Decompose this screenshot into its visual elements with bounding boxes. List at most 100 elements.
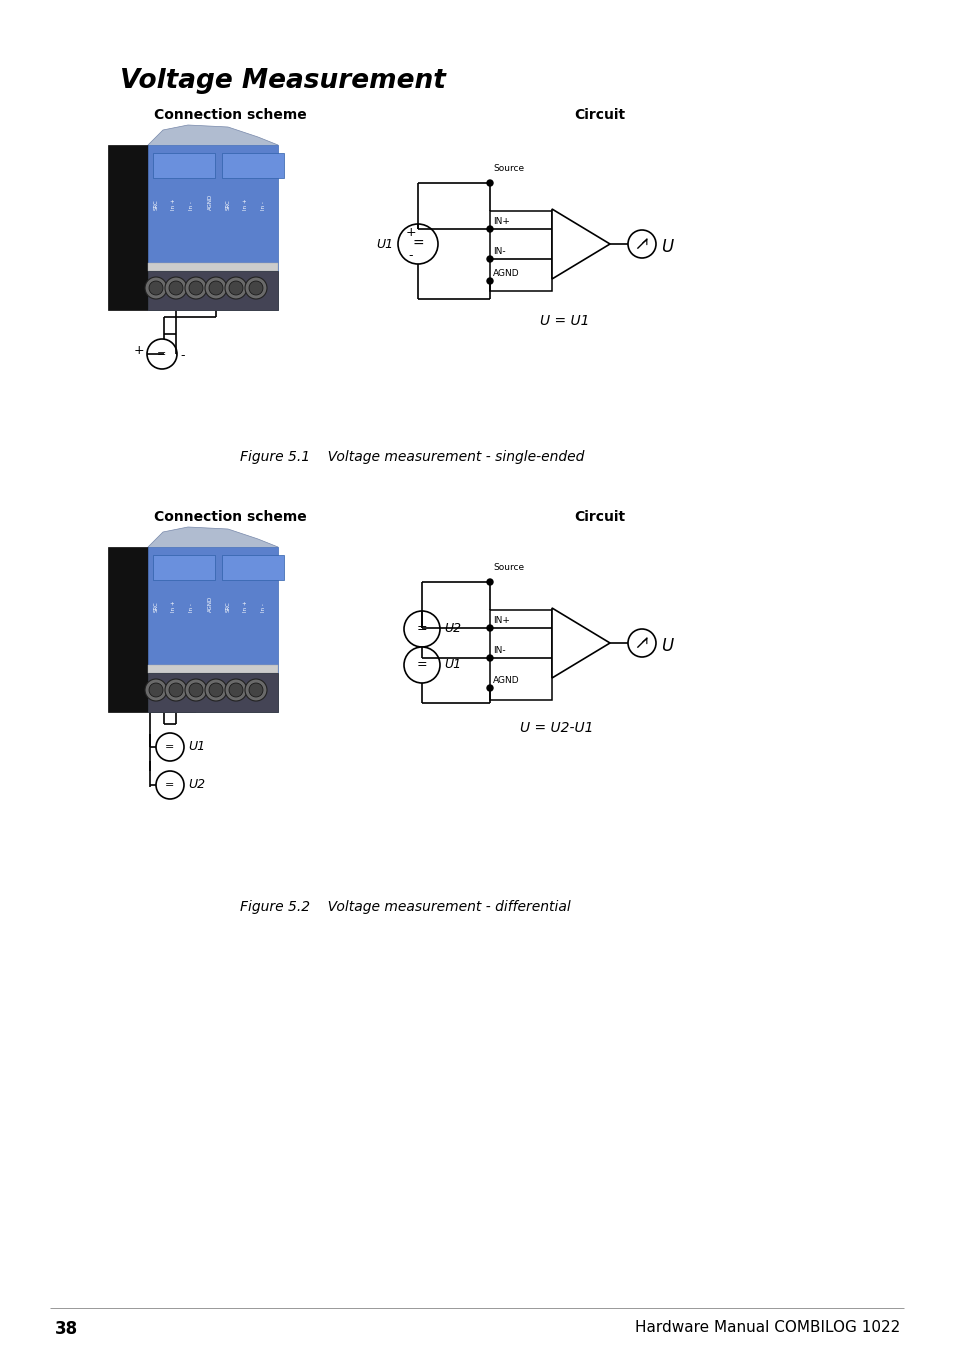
Polygon shape [148, 527, 277, 712]
Circle shape [225, 277, 247, 299]
Text: U1: U1 [375, 238, 393, 250]
Polygon shape [148, 126, 277, 309]
Circle shape [169, 281, 183, 295]
Polygon shape [552, 209, 609, 280]
Text: In +: In + [243, 199, 248, 209]
Text: Source: Source [493, 563, 523, 571]
Circle shape [245, 277, 267, 299]
Text: =: = [165, 780, 174, 790]
Text: IN-: IN- [493, 646, 505, 655]
Text: Connection scheme: Connection scheme [153, 108, 306, 122]
Circle shape [229, 281, 243, 295]
Circle shape [169, 684, 183, 697]
Text: U = U2-U1: U = U2-U1 [519, 721, 593, 735]
Text: Source: Source [493, 163, 523, 173]
Text: AGND: AGND [493, 676, 519, 685]
Text: =: = [416, 658, 427, 671]
Text: AIN 2: AIN 2 [239, 154, 266, 163]
Circle shape [205, 680, 227, 701]
Text: Connection scheme: Connection scheme [153, 509, 306, 524]
Circle shape [486, 626, 493, 631]
Text: U2: U2 [188, 778, 205, 792]
Circle shape [486, 226, 493, 232]
Bar [148, 547, 277, 712]
Text: SRC: SRC [225, 601, 231, 612]
Text: In -: In - [190, 603, 194, 612]
Circle shape [249, 281, 263, 295]
Circle shape [229, 684, 243, 697]
Circle shape [486, 278, 493, 284]
Text: Hardware Manual COMBILOG 1022: Hardware Manual COMBILOG 1022 [634, 1320, 899, 1335]
Polygon shape [552, 608, 609, 678]
Text: IN-: IN- [493, 247, 505, 255]
Circle shape [185, 277, 207, 299]
Circle shape [397, 224, 437, 263]
Bar [222, 555, 284, 580]
Text: U: U [660, 238, 673, 255]
Text: =: = [157, 349, 167, 359]
Circle shape [486, 180, 493, 186]
Text: U1: U1 [188, 740, 205, 754]
Text: In +: In + [172, 600, 176, 612]
Text: U1: U1 [443, 658, 460, 671]
Circle shape [245, 680, 267, 701]
Text: Voltage Measurement: Voltage Measurement [120, 68, 445, 95]
Text: SRC: SRC [225, 199, 231, 209]
Circle shape [225, 680, 247, 701]
Bar [148, 263, 277, 272]
Text: +: + [133, 343, 144, 357]
Text: AIN 1: AIN 1 [171, 557, 197, 566]
Text: =: = [412, 236, 423, 251]
Text: AIN 2: AIN 2 [239, 557, 266, 566]
Text: IN+: IN+ [493, 218, 509, 226]
Text: Figure 5.1    Voltage measurement - single-ended: Figure 5.1 Voltage measurement - single-… [240, 450, 584, 463]
Text: AGND: AGND [208, 193, 213, 209]
Text: SRC: SRC [153, 199, 158, 209]
Circle shape [145, 680, 167, 701]
Text: U = U1: U = U1 [539, 313, 589, 328]
Circle shape [403, 647, 439, 684]
Bar [152, 153, 214, 178]
Circle shape [165, 277, 187, 299]
Circle shape [156, 734, 184, 761]
Circle shape [149, 281, 163, 295]
Bar [490, 211, 552, 290]
Text: Circuit: Circuit [574, 509, 625, 524]
Circle shape [149, 684, 163, 697]
Bar [490, 611, 552, 700]
Text: =: = [165, 742, 174, 753]
Circle shape [486, 655, 493, 661]
Text: -: - [180, 350, 184, 362]
Circle shape [189, 281, 203, 295]
Text: SRC: SRC [153, 601, 158, 612]
Text: In -: In - [261, 603, 266, 612]
Bar [148, 145, 277, 309]
Circle shape [209, 684, 223, 697]
Text: In -: In - [190, 201, 194, 209]
Text: U: U [660, 638, 673, 655]
Text: Figure 5.2    Voltage measurement - differential: Figure 5.2 Voltage measurement - differe… [240, 900, 570, 915]
Circle shape [156, 771, 184, 798]
Circle shape [249, 684, 263, 697]
Text: AIN 1: AIN 1 [171, 154, 197, 163]
Text: In -: In - [261, 201, 266, 209]
Text: -: - [408, 250, 413, 262]
Circle shape [486, 685, 493, 690]
Circle shape [185, 680, 207, 701]
Text: =: = [416, 623, 427, 635]
Circle shape [189, 684, 203, 697]
Text: AGND: AGND [208, 596, 213, 612]
Circle shape [403, 611, 439, 647]
Bar [148, 272, 277, 309]
Text: 38: 38 [55, 1320, 78, 1337]
Circle shape [209, 281, 223, 295]
Bar [108, 547, 148, 712]
Circle shape [145, 277, 167, 299]
Bar [148, 665, 277, 673]
Bar [108, 145, 148, 309]
Text: +: + [405, 226, 416, 239]
Circle shape [627, 230, 656, 258]
Text: In +: In + [243, 600, 248, 612]
Circle shape [165, 680, 187, 701]
Bar [222, 153, 284, 178]
